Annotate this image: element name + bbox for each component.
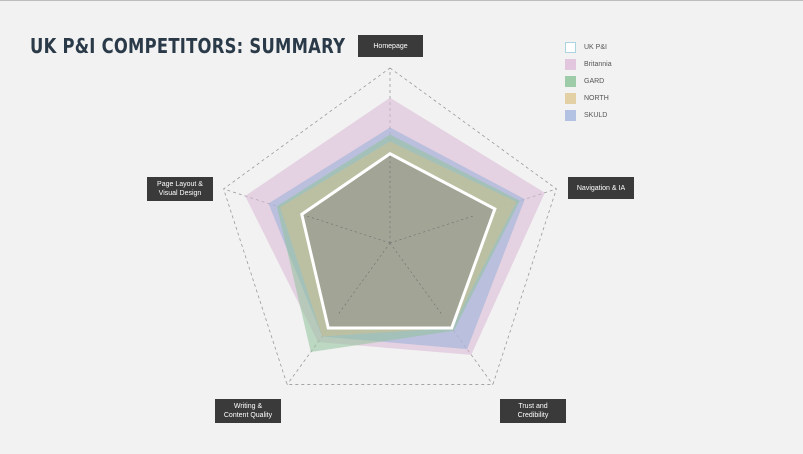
legend-swatch-skuld — [565, 110, 576, 121]
grid-spoke-3 — [286, 242, 391, 385]
page-title: UK P&I COMPETITORS: SUMMARY — [30, 34, 346, 58]
legend-label-gard: GARD — [584, 78, 605, 85]
legend-label-north: NORTH — [584, 95, 609, 102]
legend-item-gard: GARD — [565, 73, 612, 90]
chart-legend: UK P&I Britannia GARD NORTH SKULD — [565, 39, 612, 124]
legend-swatch-britannia — [565, 59, 576, 70]
axis-label-homepage: Homepage — [358, 35, 423, 57]
legend-item-skuld: SKULD — [565, 107, 612, 124]
axis-label-writing: Writing & Content Quality — [215, 399, 281, 423]
grid-spoke-2 — [389, 242, 494, 385]
axis-label-layout: Page Layout & Visual Design — [147, 177, 213, 201]
legend-label-britannia: Britannia — [584, 61, 612, 68]
legend-item-ukpi: UK P&I — [565, 39, 612, 56]
legend-swatch-north — [565, 93, 576, 104]
legend-swatch-ukpi — [565, 42, 576, 53]
legend-item-north: NORTH — [565, 90, 612, 107]
legend-item-britannia: Britannia — [565, 56, 612, 73]
series-uk-p-i — [300, 152, 497, 330]
axis-label-navigation: Navigation & IA — [568, 177, 634, 199]
legend-label-skuld: SKULD — [584, 112, 608, 119]
axis-label-trust: Trust and Credibility — [500, 399, 566, 423]
legend-label-ukpi: UK P&I — [584, 44, 607, 51]
legend-swatch-gard — [565, 76, 576, 87]
